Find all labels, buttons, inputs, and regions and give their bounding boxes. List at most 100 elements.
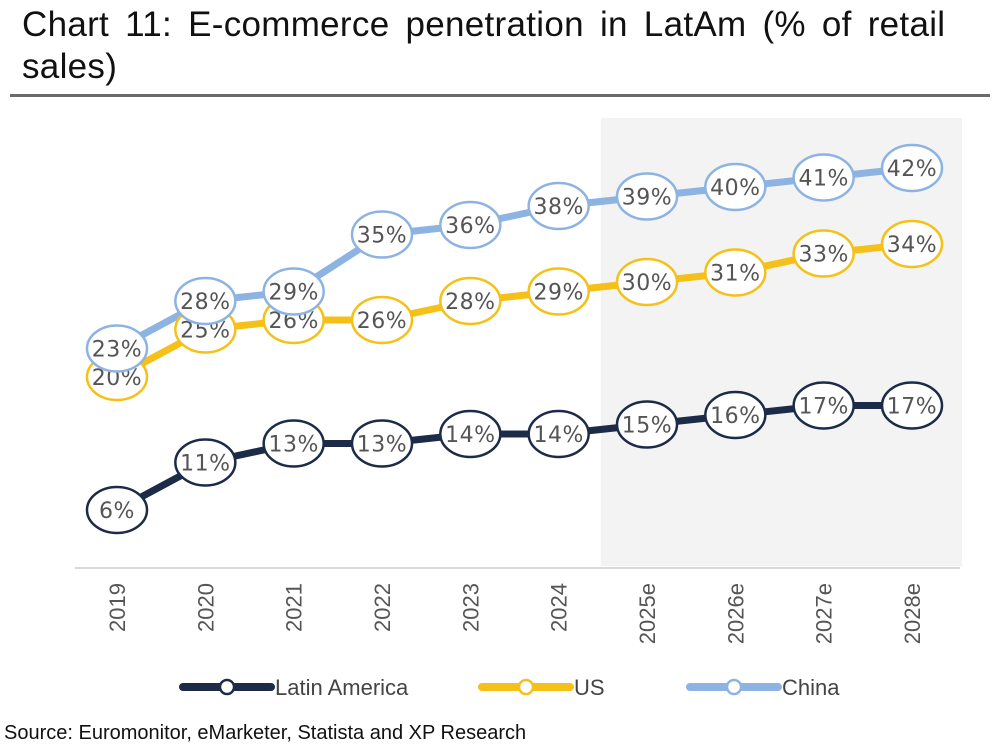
data-point-china: 35% bbox=[350, 210, 414, 259]
data-label: 29% bbox=[533, 281, 583, 306]
data-label: 16% bbox=[710, 404, 760, 429]
legend-marker-icon bbox=[218, 678, 236, 696]
data-label: 17% bbox=[798, 395, 848, 420]
data-marker bbox=[527, 267, 590, 316]
data-label: 33% bbox=[798, 243, 848, 268]
data-point-latin-america: 14% bbox=[527, 409, 590, 459]
data-label: 28% bbox=[445, 290, 495, 315]
x-tick-label: 2026e bbox=[723, 583, 748, 644]
data-marker bbox=[615, 257, 679, 307]
data-label: 11% bbox=[180, 452, 230, 477]
data-label: 36% bbox=[445, 214, 495, 239]
data-marker bbox=[439, 200, 502, 250]
legend-label: Latin America bbox=[275, 675, 409, 700]
data-marker bbox=[792, 153, 855, 202]
data-label: 23% bbox=[92, 338, 142, 363]
data-marker bbox=[792, 381, 855, 430]
data-marker bbox=[527, 409, 590, 459]
data-point-latin-america: 13% bbox=[262, 419, 325, 468]
data-marker bbox=[880, 143, 944, 193]
data-marker bbox=[615, 172, 679, 221]
data-point-us: 29% bbox=[527, 267, 590, 316]
data-marker bbox=[174, 276, 237, 326]
data-point-latin-america: 6% bbox=[85, 485, 149, 535]
data-label: 14% bbox=[533, 423, 583, 448]
data-label: 40% bbox=[710, 176, 760, 201]
title-divider bbox=[10, 94, 990, 97]
data-point-china: 36% bbox=[439, 200, 502, 250]
data-point-china: 40% bbox=[704, 162, 767, 212]
data-label: 13% bbox=[268, 433, 318, 458]
data-point-us: 30% bbox=[615, 257, 679, 307]
chart-title: Chart 11: E-commerce penetration in LatA… bbox=[22, 5, 946, 86]
data-point-us: 26% bbox=[350, 295, 414, 345]
data-label: 41% bbox=[798, 167, 848, 192]
data-point-latin-america: 14% bbox=[439, 409, 502, 459]
data-marker bbox=[527, 181, 590, 231]
data-marker bbox=[350, 295, 414, 345]
legend-label: US bbox=[574, 675, 605, 700]
data-point-us: 33% bbox=[792, 229, 855, 278]
data-marker bbox=[350, 419, 414, 468]
data-point-latin-america: 17% bbox=[792, 381, 855, 430]
data-label: 31% bbox=[710, 262, 760, 287]
data-point-us: 28% bbox=[439, 276, 502, 326]
data-marker bbox=[880, 219, 944, 269]
x-tick-label: 2027e bbox=[812, 583, 837, 644]
x-tick-label: 2021 bbox=[282, 583, 307, 632]
data-label: 30% bbox=[622, 271, 672, 296]
legend-marker-icon bbox=[517, 678, 535, 696]
data-marker bbox=[262, 419, 325, 468]
x-tick-label: 2028e bbox=[900, 583, 925, 644]
data-marker bbox=[704, 248, 767, 297]
x-tick-label: 2024 bbox=[547, 583, 572, 632]
data-label: 17% bbox=[887, 395, 937, 420]
data-label: 28% bbox=[180, 290, 230, 315]
data-point-china: 42% bbox=[880, 143, 944, 193]
x-tick-label: 2025e bbox=[635, 583, 660, 644]
x-tick-label: 2023 bbox=[458, 583, 483, 632]
line-chart: 6%11%13% 13% 14% 14% 15% 16% 17% 17%20%25% 26% 26… bbox=[75, 118, 962, 700]
data-label: 34% bbox=[887, 233, 937, 258]
legend-item-latin-america: Latin America bbox=[179, 675, 409, 700]
data-point-latin-america: 13% bbox=[350, 419, 414, 468]
data-label: 14% bbox=[445, 423, 495, 448]
data-point-latin-america: 16% bbox=[704, 390, 767, 440]
data-label: 15% bbox=[622, 414, 672, 439]
x-tick-label: 2019 bbox=[105, 583, 130, 632]
data-marker bbox=[704, 162, 767, 212]
data-marker bbox=[439, 409, 502, 459]
data-label: 38% bbox=[533, 195, 583, 220]
data-point-china: 39% bbox=[615, 172, 679, 221]
data-marker bbox=[350, 210, 414, 259]
data-label: 35% bbox=[357, 224, 407, 249]
data-marker bbox=[85, 324, 149, 373]
data-point-latin-america: 17% bbox=[880, 381, 944, 430]
legend-marker-icon bbox=[725, 678, 743, 696]
data-marker bbox=[439, 276, 502, 326]
data-point-china: 23% bbox=[85, 324, 149, 373]
source-note: Source: Euromonitor, eMarketer, Statista… bbox=[4, 722, 527, 744]
data-marker bbox=[615, 400, 679, 449]
data-point-china: 38% bbox=[527, 181, 590, 231]
data-label: 6% bbox=[99, 499, 135, 524]
data-marker bbox=[792, 229, 855, 278]
x-tick-label: 2020 bbox=[193, 583, 218, 632]
data-marker bbox=[262, 267, 325, 316]
data-marker bbox=[174, 438, 237, 487]
legend: Latin America US China bbox=[179, 675, 840, 700]
series-line-us bbox=[115, 240, 913, 381]
data-point-china: 29% bbox=[262, 267, 325, 316]
data-label: 42% bbox=[887, 157, 937, 182]
data-point-latin-america: 11% bbox=[174, 438, 237, 487]
legend-item-china: China bbox=[686, 675, 840, 700]
x-tick-label: 2022 bbox=[370, 583, 395, 632]
data-label: 13% bbox=[357, 433, 407, 458]
legend-label: China bbox=[782, 675, 840, 700]
data-label: 39% bbox=[622, 186, 672, 211]
data-label: 26% bbox=[357, 309, 407, 334]
data-marker bbox=[704, 390, 767, 440]
series-line-latin-america bbox=[115, 402, 912, 514]
data-marker bbox=[880, 381, 944, 430]
data-point-latin-america: 15% bbox=[615, 400, 679, 449]
